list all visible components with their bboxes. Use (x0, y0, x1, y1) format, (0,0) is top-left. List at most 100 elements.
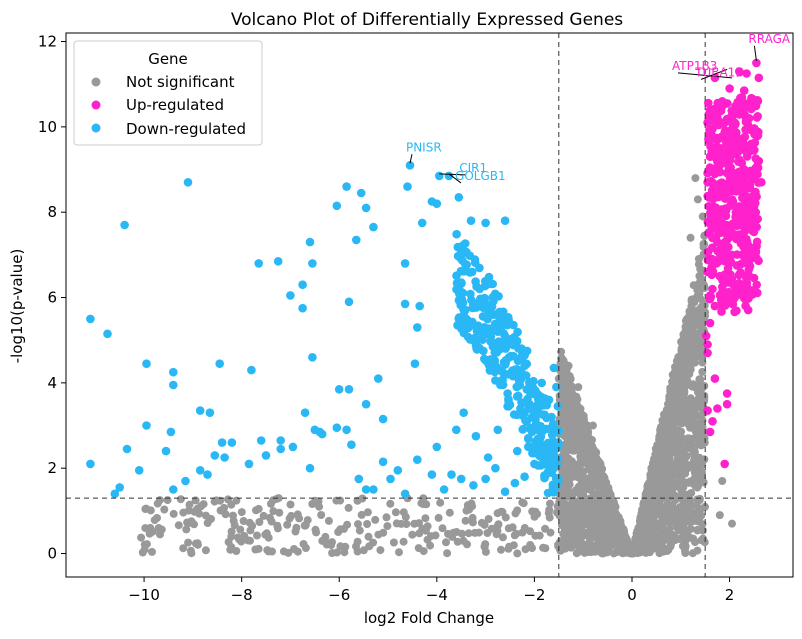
not-significant-point (395, 548, 403, 557)
down-regulated-point (247, 365, 256, 375)
not-significant-point (513, 549, 522, 558)
down-regulated-point (378, 414, 388, 424)
down-regulated-point (541, 460, 551, 469)
not-significant-point (263, 546, 272, 555)
plot-area (66, 33, 793, 577)
legend-label-down-regulated: Down-regulated (126, 120, 246, 138)
not-significant-point (646, 544, 655, 553)
not-significant-point (694, 306, 703, 315)
up-regulated-point (704, 98, 713, 108)
not-significant-point (154, 524, 163, 532)
not-significant-point (571, 537, 580, 546)
down-regulated-point (400, 299, 410, 309)
down-regulated-point (474, 343, 484, 353)
not-significant-point (681, 453, 690, 462)
x-tick-label: −6 (328, 586, 350, 604)
down-regulated-point (481, 218, 490, 228)
down-regulated-point (501, 360, 510, 369)
not-significant-point (182, 525, 191, 534)
legend-label-not-significant: Not significant (126, 73, 235, 91)
up-regulated-point (734, 202, 744, 211)
down-regulated-point (432, 199, 442, 208)
down-regulated-point (361, 485, 371, 494)
not-significant-point (676, 466, 685, 474)
not-significant-point (616, 533, 625, 542)
not-significant-point (676, 364, 685, 373)
up-regulated-point (722, 399, 732, 409)
not-significant-point (675, 535, 684, 543)
up-regulated-point (704, 137, 714, 146)
not-significant-point (303, 516, 312, 525)
down-regulated-point (210, 451, 220, 460)
down-regulated-point (300, 408, 310, 418)
not-significant-point (334, 528, 343, 536)
down-regulated-point (501, 318, 511, 327)
down-regulated-point (549, 363, 559, 373)
not-significant-point (648, 518, 657, 526)
not-significant-point (700, 538, 709, 547)
down-regulated-point (134, 466, 144, 475)
not-significant-point (590, 511, 599, 520)
not-significant-point (676, 518, 685, 527)
not-significant-point (691, 482, 700, 491)
up-regulated-point (720, 270, 730, 279)
not-significant-point (148, 547, 156, 556)
not-significant-point (572, 488, 580, 497)
up-regulated-point (722, 389, 732, 398)
down-regulated-point (540, 394, 549, 403)
up-regulated-point (754, 73, 764, 83)
not-significant-point (463, 501, 472, 510)
not-significant-point (169, 509, 178, 518)
not-significant-point (651, 510, 660, 519)
down-regulated-point (86, 314, 95, 324)
down-regulated-point (439, 485, 449, 494)
up-regulated-point (749, 170, 759, 179)
chart-title: Volcano Plot of Differentially Expressed… (231, 10, 623, 30)
not-significant-point (683, 323, 692, 331)
not-significant-point (423, 535, 432, 544)
not-significant-point (690, 418, 699, 427)
series-up-regulated (701, 58, 766, 469)
up-regulated-point (738, 258, 748, 268)
annotation-leader (439, 173, 466, 176)
down-regulated-point (276, 444, 286, 454)
not-significant-point (363, 520, 372, 528)
not-significant-point (608, 531, 616, 540)
up-regulated-point (736, 145, 745, 155)
up-regulated-point (705, 318, 715, 328)
not-significant-point (184, 506, 193, 515)
not-significant-point (585, 441, 593, 450)
down-regulated-point (166, 427, 176, 437)
not-significant-point (567, 422, 576, 431)
down-regulated-point (491, 376, 500, 385)
not-significant-point (625, 548, 634, 557)
down-regulated-point (471, 334, 480, 343)
down-regulated-point (315, 427, 325, 437)
down-regulated-point (468, 303, 478, 313)
not-significant-point (176, 495, 185, 504)
up-regulated-point (752, 58, 761, 68)
x-axis-label: log2 Fold Change (364, 609, 494, 627)
not-significant-point (415, 529, 424, 538)
down-regulated-point (169, 380, 178, 390)
down-regulated-point (169, 367, 178, 377)
not-significant-point (698, 474, 707, 483)
not-significant-point (576, 444, 585, 453)
not-significant-point (553, 502, 562, 511)
not-significant-point (618, 546, 627, 555)
not-significant-point (693, 400, 702, 409)
down-regulated-point (369, 485, 378, 494)
annotation-leader (753, 45, 757, 61)
not-significant-point (660, 454, 669, 463)
down-regulated-point (181, 476, 190, 486)
not-significant-point (391, 508, 400, 517)
not-significant-point (695, 272, 704, 281)
not-significant-point (497, 507, 506, 516)
not-significant-point (718, 477, 727, 485)
not-significant-point (371, 515, 380, 524)
down-regulated-point (344, 385, 354, 394)
down-regulated-point (521, 398, 530, 408)
down-regulated-point (512, 366, 521, 376)
down-regulated-point (361, 399, 371, 409)
not-significant-point (636, 514, 645, 523)
